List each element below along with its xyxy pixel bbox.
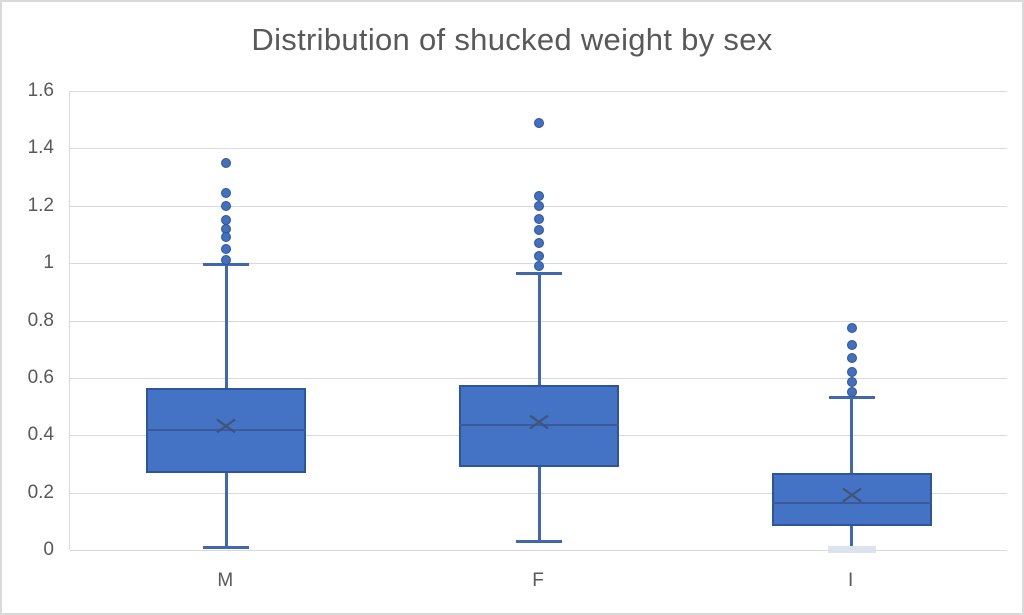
box-I	[771, 472, 932, 526]
median-line-I	[771, 501, 932, 504]
outlier-point-F	[534, 225, 544, 236]
whisker-cap-high-I	[828, 396, 875, 400]
outlier-point-I	[846, 322, 857, 333]
outlier-point-M	[221, 157, 232, 168]
outlier-point-I	[846, 367, 857, 378]
gridline	[70, 90, 1007, 92]
y-tick-label: 1	[43, 252, 54, 274]
whisker-cap-high-F	[516, 271, 562, 275]
y-tick-label: 0	[43, 539, 54, 560]
plot-area	[69, 90, 1007, 554]
chart-title: Distribution of shucked weight by sex	[251, 22, 773, 57]
median-line-F	[459, 424, 619, 427]
outlier-point-M	[221, 232, 232, 243]
y-tick-label: 0.6	[27, 366, 54, 388]
y-tick-label: 0.8	[27, 309, 54, 331]
outlier-point-M	[221, 187, 232, 198]
outlier-point-I	[846, 352, 857, 363]
outlier-point-M	[221, 255, 232, 266]
whisker-upper-I	[850, 397, 854, 473]
x-category-label-I: I	[848, 570, 854, 591]
y-tick-label: 1.4	[27, 137, 54, 159]
outlier-point-F	[534, 200, 544, 211]
outlier-point-M	[221, 200, 232, 211]
outlier-point-F	[534, 260, 544, 271]
mean-marker-F	[528, 414, 550, 430]
outlier-point-F	[534, 190, 544, 201]
y-tick-label: 1.2	[27, 194, 54, 216]
gridline	[70, 549, 1007, 551]
whisker-lower-F	[537, 466, 541, 542]
whisker-lower-I	[850, 525, 854, 550]
outlier-point-F	[534, 213, 544, 224]
whisker-cap-low-M	[203, 545, 250, 549]
whisker-upper-F	[537, 273, 541, 386]
x-category-label-F: F	[532, 570, 544, 591]
whisker-cap-low-F	[516, 539, 562, 543]
whisker-cap-low-I	[827, 546, 876, 554]
median-line-M	[146, 428, 307, 431]
outlier-point-F	[534, 238, 544, 249]
whisker-lower-M	[224, 472, 228, 548]
whisker-upper-M	[224, 264, 228, 388]
outlier-point-I	[846, 377, 857, 388]
gridline	[70, 147, 1007, 149]
mean-marker-M	[215, 418, 237, 434]
y-tick-label: 0.2	[27, 481, 54, 503]
y-tick-label: 0.4	[27, 424, 54, 446]
outlier-point-M	[221, 243, 232, 254]
outlier-point-I	[846, 387, 857, 398]
x-category-label-M: M	[217, 570, 234, 591]
outlier-point-F	[534, 117, 544, 128]
y-tick-label: 1.6	[27, 80, 54, 101]
outlier-point-I	[846, 339, 857, 350]
outlier-point-F	[534, 250, 544, 261]
mean-marker-I	[841, 487, 863, 503]
